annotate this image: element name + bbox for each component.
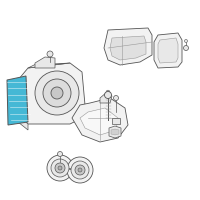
Circle shape — [184, 40, 188, 43]
Circle shape — [104, 92, 112, 98]
Circle shape — [114, 96, 118, 100]
Circle shape — [47, 51, 53, 57]
Polygon shape — [35, 57, 55, 68]
Polygon shape — [72, 98, 128, 142]
Circle shape — [43, 79, 71, 107]
Circle shape — [35, 71, 79, 115]
Polygon shape — [28, 62, 70, 68]
Polygon shape — [154, 33, 182, 68]
Circle shape — [106, 90, 110, 94]
Polygon shape — [112, 118, 120, 124]
Circle shape — [67, 157, 93, 183]
Circle shape — [51, 159, 69, 177]
Polygon shape — [104, 28, 152, 65]
Polygon shape — [111, 129, 119, 135]
Circle shape — [184, 46, 188, 50]
Polygon shape — [158, 38, 178, 63]
Polygon shape — [18, 63, 85, 124]
Circle shape — [71, 161, 89, 179]
Circle shape — [58, 152, 62, 156]
Polygon shape — [110, 36, 146, 60]
Polygon shape — [109, 126, 121, 138]
Polygon shape — [7, 76, 28, 125]
Polygon shape — [80, 108, 118, 135]
Circle shape — [47, 155, 73, 181]
Circle shape — [78, 168, 82, 172]
Circle shape — [55, 163, 65, 173]
Polygon shape — [100, 92, 112, 103]
Polygon shape — [18, 115, 28, 130]
Circle shape — [75, 165, 85, 175]
Circle shape — [51, 87, 63, 99]
Circle shape — [58, 166, 62, 170]
